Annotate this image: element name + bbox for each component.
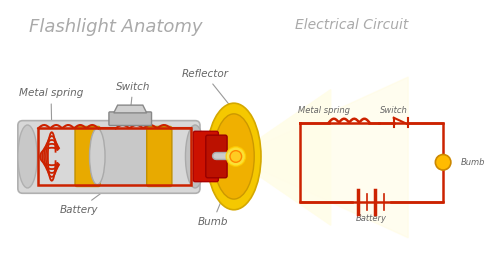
FancyBboxPatch shape <box>147 127 172 186</box>
Polygon shape <box>114 105 147 113</box>
FancyBboxPatch shape <box>18 121 200 193</box>
FancyBboxPatch shape <box>109 112 152 125</box>
Polygon shape <box>232 77 408 238</box>
Ellipse shape <box>214 114 254 199</box>
Polygon shape <box>232 90 331 225</box>
FancyBboxPatch shape <box>97 128 155 185</box>
Text: Switch: Switch <box>380 106 407 115</box>
Text: Electrical Circuit: Electrical Circuit <box>295 18 409 32</box>
Text: Reflector: Reflector <box>182 69 234 111</box>
FancyBboxPatch shape <box>75 127 100 186</box>
Text: Flashlight Anatomy: Flashlight Anatomy <box>29 18 203 36</box>
Text: Battery: Battery <box>356 214 387 223</box>
Ellipse shape <box>18 125 37 188</box>
Text: Bumb: Bumb <box>197 168 235 227</box>
Text: Battery: Battery <box>60 186 111 215</box>
Text: Bumb: Bumb <box>461 158 485 167</box>
FancyBboxPatch shape <box>206 135 227 178</box>
Ellipse shape <box>435 155 451 170</box>
Bar <box>38 128 191 185</box>
Ellipse shape <box>226 147 245 166</box>
Ellipse shape <box>230 151 242 162</box>
Ellipse shape <box>207 103 261 210</box>
FancyBboxPatch shape <box>191 140 209 173</box>
Text: Switch: Switch <box>116 82 150 110</box>
Ellipse shape <box>89 128 105 185</box>
FancyBboxPatch shape <box>193 131 218 182</box>
Ellipse shape <box>185 125 205 188</box>
Text: Metal spring: Metal spring <box>298 106 350 115</box>
Ellipse shape <box>148 128 163 185</box>
Text: Metal spring: Metal spring <box>19 88 83 127</box>
